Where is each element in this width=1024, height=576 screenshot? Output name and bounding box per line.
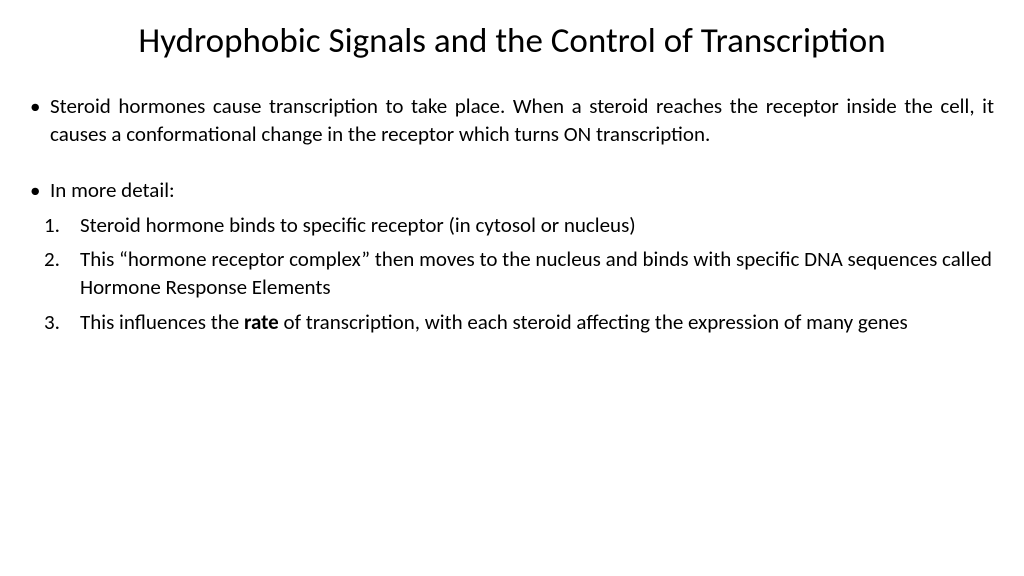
num-marker-1: 1. [44, 211, 60, 239]
num-text-3-post: of transcription, with each steroid affe… [279, 309, 908, 335]
numbered-item-1: 1. Steroid hormone binds to specific rec… [30, 211, 994, 239]
numbered-item-3: 3. This influences the rate of transcrip… [30, 308, 994, 336]
num-text-3-pre: This influences the [80, 309, 244, 335]
num-text-3-bold: rate [244, 309, 279, 335]
num-text-2: This “hormone receptor complex” then mov… [80, 246, 992, 300]
bullet-paragraph-1: Steroid hormones cause transcription to … [30, 92, 994, 149]
num-text-1: Steroid hormone binds to specific recept… [80, 212, 636, 238]
numbered-item-2: 2. This “hormone receptor complex” then … [30, 245, 994, 302]
num-marker-2: 2. [44, 245, 60, 273]
num-marker-3: 3. [44, 308, 60, 336]
bullet-intro: In more detail: [30, 176, 994, 204]
slide-title: Hydrophobic Signals and the Control of T… [30, 20, 994, 64]
